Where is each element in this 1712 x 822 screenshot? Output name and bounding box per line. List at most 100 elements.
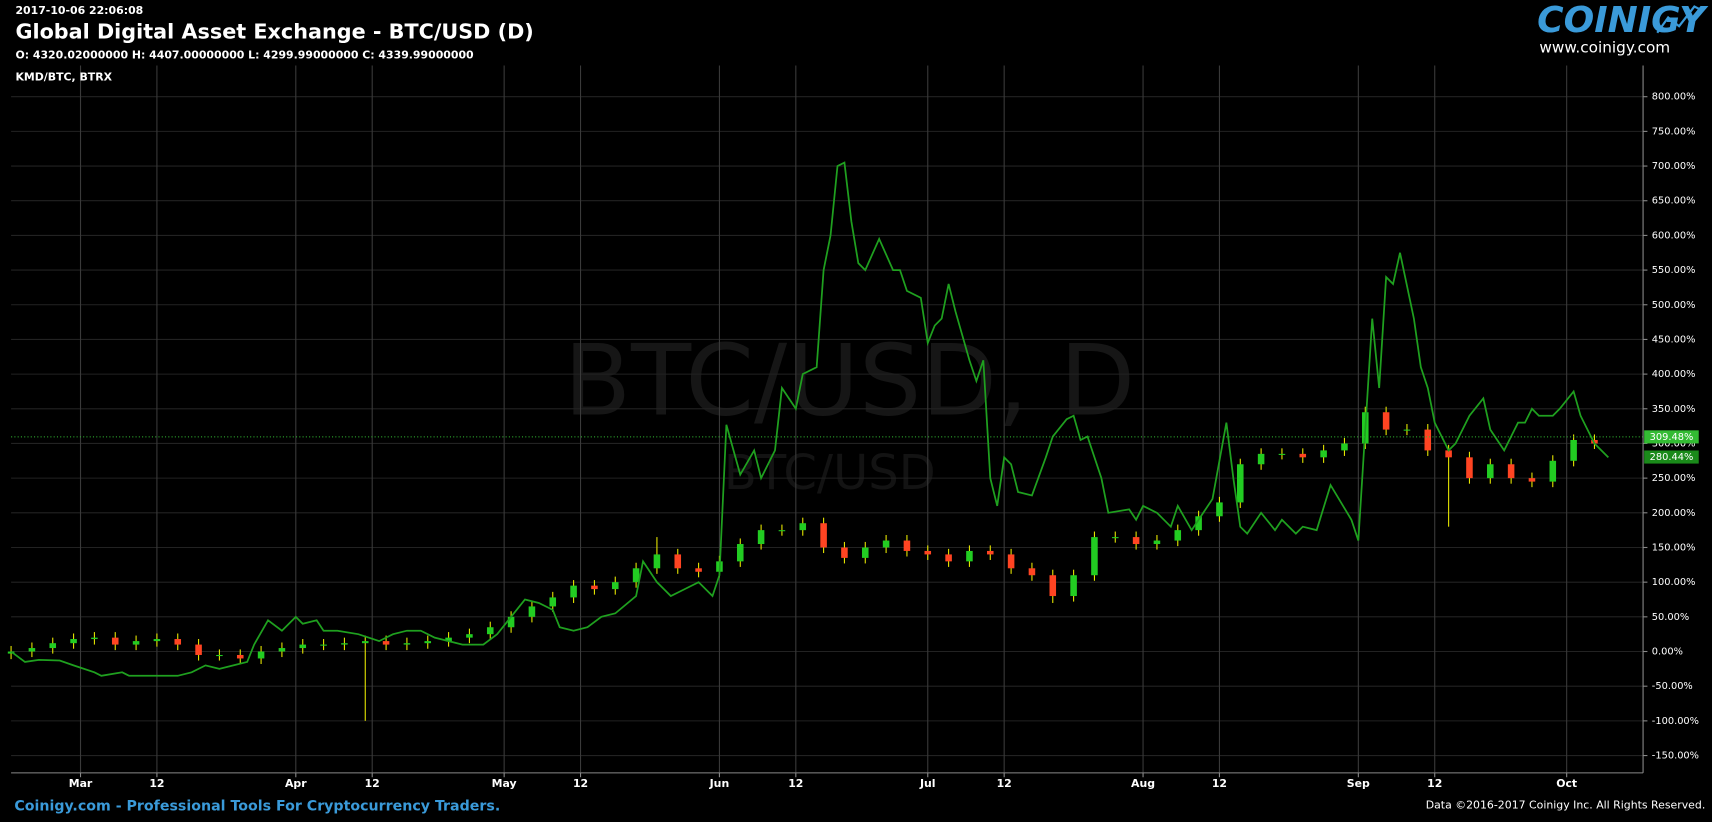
y-tick-label: 700.00% [1652,161,1696,172]
y-tick-label: 550.00% [1652,265,1696,276]
candle-body [674,554,682,569]
candle-body [882,540,890,548]
ohlc: O: 4320.02000000 H: 4407.00000000 L: 429… [15,49,474,62]
x-tick-label: Apr [285,777,307,790]
candle-body [486,627,494,635]
candle-body [1341,443,1348,451]
x-tick-label: 12 [1427,777,1442,790]
candle-body [986,550,994,555]
x-tick-label: Jul [919,777,936,790]
candle-body [28,648,36,652]
candle-body [1153,540,1161,545]
x-tick-label: Aug [1131,777,1155,790]
price-label-box [1644,450,1699,464]
candle-body [528,606,536,617]
x-tick-label: Oct [1556,777,1577,790]
x-tick-label: 12 [1212,777,1227,790]
candle-body [1195,516,1202,531]
tagline: Coinigy.com - Professional Tools For Cry… [14,799,500,815]
candle-body [236,654,244,659]
candle-body [1424,429,1432,451]
candle-body [1132,537,1140,545]
x-tick-label: 12 [573,777,588,790]
x-tick-label: Sep [1347,777,1370,790]
y-tick-label: -150.00% [1652,751,1699,762]
candle-body [653,554,661,569]
candle-body [1403,429,1411,431]
candle-body [799,523,807,531]
candle-body [382,641,390,645]
candle-body [70,639,77,644]
title: Global Digital Asset Exchange - BTC/USD … [15,20,533,44]
candle-body [216,654,223,657]
candle-body [1007,554,1015,569]
candle-body [1278,453,1286,455]
candle-body [1049,575,1057,597]
candle-body [153,639,161,642]
y-tick-label: 650.00% [1652,196,1696,207]
timestamp: 2017-10-06 22:06:08 [15,4,143,17]
line-series [10,161,1609,677]
y-tick-label: 50.00% [1652,612,1689,623]
candle-body [1299,453,1307,458]
candle-body [861,547,869,558]
y-tick-label: 350.00% [1652,404,1696,415]
y-tick-label: 750.00% [1652,126,1696,137]
candle-body [1237,464,1244,503]
candle-body [1487,464,1494,479]
y-tick-label: 600.00% [1652,230,1696,241]
candle-body [1507,464,1515,479]
candle-body [1028,568,1036,576]
candle-body [111,637,119,645]
candle-body [466,634,473,638]
candle-body [1320,450,1327,458]
grid: -150.00% -100.00% -50.00% 0.00% 50.00% 100.00… [11,65,1699,790]
logo-icon [1656,5,1704,34]
y-tick-label: 100.00% [1652,577,1696,588]
y-tick-label: 150.00% [1652,542,1696,553]
candle-body [1382,412,1390,430]
candle-body [966,550,973,562]
candle-body [591,585,598,590]
x-tick-label: 12 [149,777,164,790]
price-label: 309.48% [1650,432,1694,443]
y-tick-label: -100.00% [1652,716,1699,727]
candle-body [1570,439,1577,461]
y-tick-label: 300.00% [1652,438,1696,449]
candle-body [736,544,744,562]
candle-body [841,547,848,558]
candle-body [424,641,432,644]
x-tick-label: Mar [69,777,93,790]
y-tick-label: 450.00% [1652,334,1696,345]
candle-body [1216,502,1223,517]
x-tick-label: Jun [709,777,730,790]
candle-body [903,540,911,551]
series-label: KMD/BTC, BTRX [15,71,112,84]
candle-body [945,554,952,562]
candle-body [1549,460,1557,482]
price-label: 280.44% [1650,452,1694,463]
candle-body [611,582,619,590]
logo-url: www.coinigy.com [1539,39,1670,57]
x-tick-label: 12 [788,777,803,790]
candle-body [549,597,557,607]
candle-body [695,568,702,572]
candle-body [924,550,932,555]
candle-body [1257,453,1265,465]
candle-body [257,651,265,659]
candle-body [1111,537,1119,539]
y-tick-label: 800.00% [1652,92,1696,103]
candle-body [1091,537,1098,576]
y-tick-label: 0.00% [1652,647,1683,658]
x-tick-label: May [492,777,517,790]
candle-body [820,523,827,548]
logo: COINIGY [1537,0,1709,41]
candle-body [778,530,786,532]
candle-body [570,585,577,598]
plot [7,161,1644,721]
candle-body [174,639,182,645]
copyright: Data ©2016-2017 Coinigy Inc. All Rights … [1426,799,1706,812]
x-tick-label: 12 [997,777,1012,790]
candle-body [361,641,369,644]
